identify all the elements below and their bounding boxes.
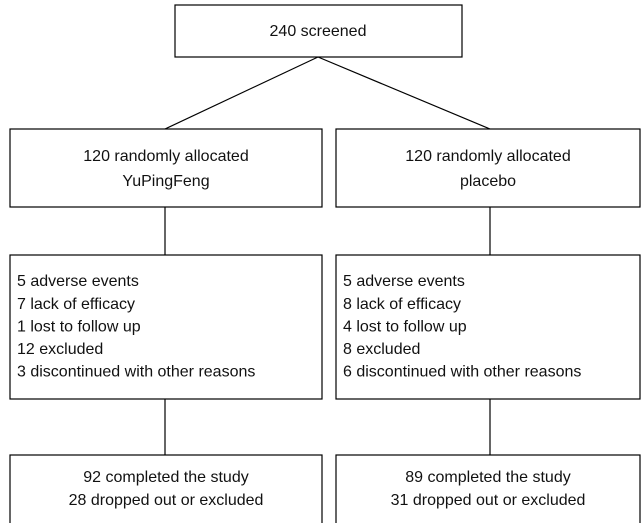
allocated-line: 120 randomly allocated (405, 148, 570, 165)
reasons-line: 5 adverse events (17, 273, 139, 290)
reasons-line: 5 adverse events (343, 273, 465, 290)
reasons-line: 3 discontinued with other reasons (17, 364, 255, 381)
allocated-line: YuPingFeng (122, 173, 209, 190)
completed-line: 31 dropped out or excluded (391, 492, 586, 509)
allocated-box (9, 128, 323, 208)
reasons-line: 4 lost to follow up (343, 318, 467, 335)
reasons-line: 8 lack of efficacy (343, 296, 461, 313)
reasons-line: 6 discontinued with other reasons (343, 364, 581, 381)
reasons-line: 8 excluded (343, 341, 420, 358)
allocated-box (335, 128, 641, 208)
screened-box (174, 4, 463, 58)
reasons-line: 12 excluded (17, 341, 103, 358)
screened-text: 240 screened (270, 23, 367, 40)
reasons-line: 1 lost to follow up (17, 318, 141, 335)
connector (317, 56, 491, 130)
reasons-line: 7 lack of efficacy (17, 296, 135, 313)
reasons-box (9, 254, 323, 400)
completed-box (335, 454, 641, 523)
allocated-line: 120 randomly allocated (83, 148, 248, 165)
completed-box (9, 454, 323, 523)
completed-line: 89 completed the study (405, 469, 570, 486)
connector (164, 56, 319, 130)
allocated-line: placebo (460, 173, 516, 190)
reasons-box (335, 254, 641, 400)
completed-line: 92 completed the study (83, 469, 248, 486)
completed-line: 28 dropped out or excluded (69, 492, 264, 509)
